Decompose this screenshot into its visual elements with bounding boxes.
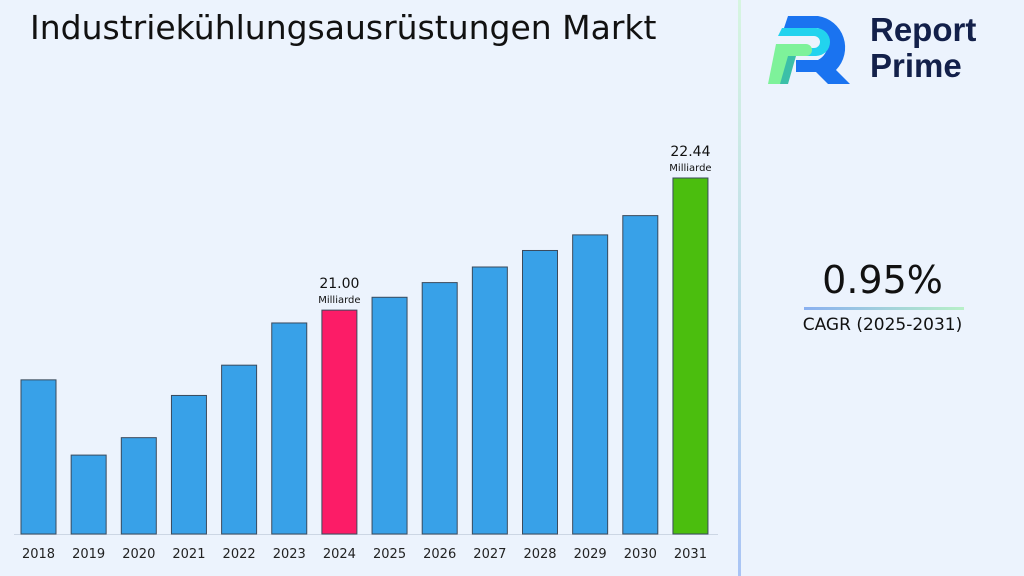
x-tick-label: 2021 — [172, 547, 205, 562]
bar-2026 — [421, 282, 458, 535]
bar-2029 — [572, 234, 609, 535]
bar-2019 — [70, 454, 107, 535]
bar-chart: 2018 2019 2020 2021 2022 2023 2024 2025 2026 2027… — [14, 144, 718, 562]
data-label-unit: Milliarde — [669, 163, 711, 174]
bar-2028 — [522, 249, 558, 535]
x-tick-label: 2030 — [624, 547, 657, 562]
bar-2018 — [20, 379, 57, 535]
bar-2020 — [120, 437, 157, 535]
chart-title: Industriekühlungsausrüstungen Markt — [30, 8, 657, 47]
bar-2031 — [672, 177, 709, 535]
report-prime-logo-icon — [768, 16, 850, 84]
brand-name-line2: Prime — [870, 47, 962, 84]
data-label-unit: Milliarde — [318, 295, 360, 306]
cagr-label: CAGR (2025-2031) — [802, 315, 963, 335]
x-tick-label: 2020 — [122, 547, 155, 562]
x-tick-label: 2026 — [423, 547, 456, 562]
bar-2024 — [321, 309, 358, 535]
brand-name-line1: Report — [870, 11, 977, 48]
x-tick-label: 2027 — [473, 547, 506, 562]
cagr-value: 0.95% — [822, 258, 943, 302]
x-tick-label: 2022 — [223, 547, 256, 562]
bar-2025 — [371, 296, 408, 535]
brand-name: Report Prime — [870, 12, 976, 84]
x-tick-label: 2029 — [574, 547, 607, 562]
data-label-value: 21.00 — [319, 276, 359, 292]
x-tick-label: 2031 — [674, 547, 707, 562]
bar-2023 — [271, 322, 308, 535]
bar-2027 — [471, 266, 508, 535]
cagr-underline — [804, 307, 964, 310]
bar-2021 — [170, 394, 207, 535]
x-tick-label: 2024 — [323, 547, 356, 562]
bar-2022 — [221, 364, 258, 535]
divider — [738, 0, 741, 576]
x-tick-label: 2019 — [72, 547, 105, 562]
x-tick-label: 2028 — [523, 547, 556, 562]
x-tick-label: 2023 — [273, 547, 306, 562]
data-label-value: 22.44 — [670, 144, 710, 160]
x-tick-label: 2025 — [373, 547, 406, 562]
x-tick-label: 2018 — [22, 547, 55, 562]
bar-2030 — [622, 215, 659, 535]
